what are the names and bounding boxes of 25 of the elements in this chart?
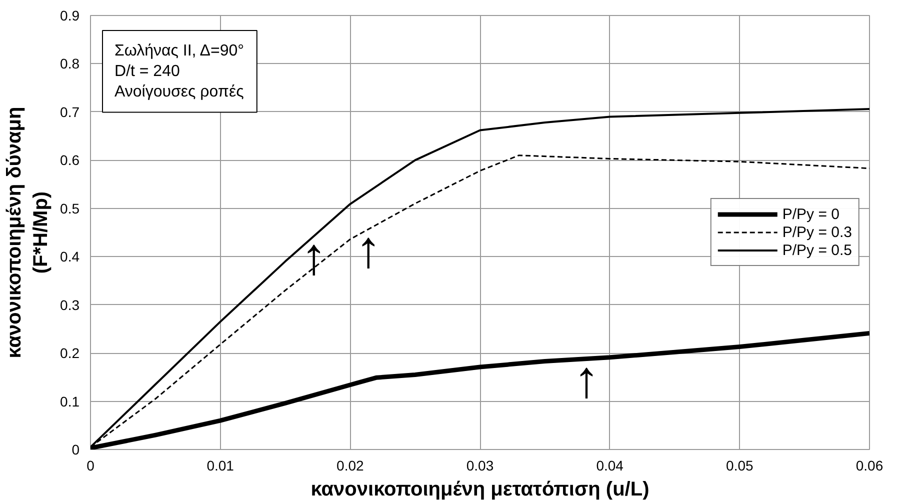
y-tick-label: 0.2 xyxy=(60,345,80,362)
y-tick-label: 0.8 xyxy=(60,56,80,72)
y-axis-title: κανονικοποιημένη δύναμη (F*H/Mp) xyxy=(4,106,52,358)
annotation: Σωλήνας ΙΙ, Δ=90° D/t = 240 Ανοίγουσες ροπές xyxy=(114,42,244,100)
annotation: ↑ xyxy=(573,350,600,409)
x-tick-label: 0 xyxy=(86,458,95,474)
x-axis-title: κανονικοποιημένη μετατόπιση (u/L) xyxy=(310,478,650,500)
legend-label: P/Py = 0.5 xyxy=(782,241,852,259)
legend-label: P/Py = 0.3 xyxy=(782,223,852,241)
y-tick-label: 0.4 xyxy=(60,248,80,265)
y-tick-label: 0.6 xyxy=(60,152,80,168)
y-tick-label: 0.1 xyxy=(60,393,80,410)
y-tick-label: 0.7 xyxy=(60,104,80,120)
x-tick-label: 0.04 xyxy=(596,458,624,474)
x-tick-label: 0.02 xyxy=(336,458,364,474)
annotation: ↑ xyxy=(355,221,382,280)
y-tick-label: 0.5 xyxy=(60,200,80,216)
x-tick-label: 0.03 xyxy=(466,458,494,474)
y-tick-label: 0.9 xyxy=(60,8,80,24)
x-tick-label: 0.06 xyxy=(856,458,884,474)
y-tick-label: 0.3 xyxy=(60,296,80,313)
x-tick-label: 0.01 xyxy=(206,458,234,474)
legend-label: P/Py = 0 xyxy=(782,205,840,223)
y-tick-label: 0 xyxy=(72,442,80,458)
x-tick-label: 0.05 xyxy=(726,458,754,474)
